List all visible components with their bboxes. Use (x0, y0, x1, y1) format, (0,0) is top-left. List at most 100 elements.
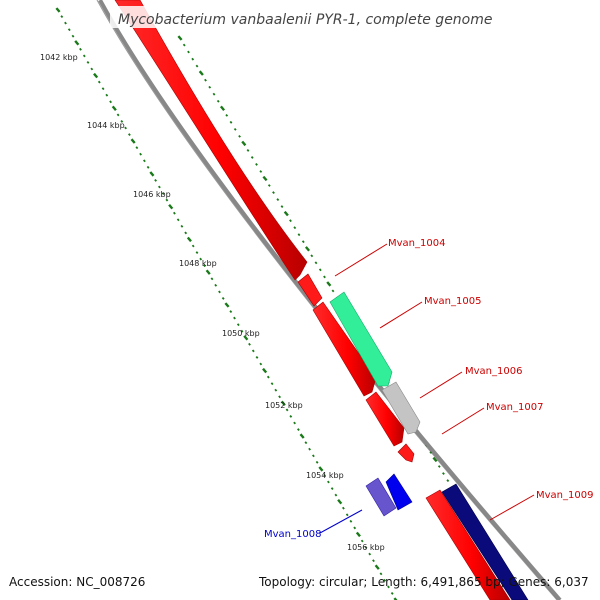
tick-mark (432, 456, 438, 463)
tick-mark (60, 15, 64, 19)
tick-mark (355, 531, 361, 538)
tick-mark (199, 257, 203, 261)
kbp-label-1044: 1044 kbp (87, 121, 125, 130)
tick-mark (255, 162, 258, 166)
gene-grey-block[interactable] (381, 381, 421, 435)
gene-green-block[interactable] (329, 291, 393, 387)
tick-mark (262, 367, 268, 374)
tick-mark (326, 281, 332, 287)
label-mvan-1006[interactable]: Mvan_1006 (465, 366, 522, 377)
tick-mark (318, 466, 324, 472)
tick-mark (280, 205, 284, 209)
tick-mark (301, 240, 305, 244)
tick-mark (368, 552, 372, 556)
tick-mark (280, 400, 286, 406)
kbp-label-1056: 1056 kbp (347, 543, 385, 552)
tick-mark (101, 87, 105, 91)
tick-mark (337, 499, 343, 505)
tick-mark (236, 323, 240, 327)
tick-mark (240, 329, 244, 333)
tick-mark (82, 54, 86, 58)
tick-mark (55, 7, 61, 13)
tick-mark (393, 597, 399, 600)
label-mvan-1008[interactable]: Mvan_1008 (264, 529, 321, 540)
tick-mark (74, 40, 80, 46)
tick-mark (204, 78, 207, 82)
tick-mark (195, 64, 199, 68)
tick-mark (221, 296, 225, 300)
tick-mark (219, 105, 226, 111)
kbp-label-1054: 1054 kbp (306, 471, 344, 480)
tick-mark (259, 362, 263, 366)
kbp-label-1052: 1052 kbp (265, 401, 303, 410)
tick-mark (342, 506, 345, 510)
tick-mark (276, 198, 280, 202)
tick-mark (168, 204, 174, 210)
tick-mark (229, 120, 233, 124)
tick-mark (266, 375, 270, 379)
tick-mark (177, 35, 183, 41)
tick-mark (180, 224, 184, 228)
tick-mark (210, 277, 214, 281)
gene-label-lines (319, 243, 535, 534)
tick-mark (130, 138, 136, 144)
kbp-label-1048: 1048 kbp (179, 259, 217, 268)
tick-mark (116, 113, 120, 117)
tick-mark (216, 99, 220, 103)
tick-mark (243, 335, 249, 341)
tick-mark (86, 60, 90, 64)
tick-mark (251, 349, 255, 353)
tick-mark (79, 47, 82, 51)
tick-mark (304, 246, 311, 252)
tick-mark (372, 559, 375, 563)
tick-mark (90, 67, 94, 71)
tick-mark (165, 198, 169, 202)
tick-mark (184, 231, 188, 235)
genome-backbone (96, 0, 562, 600)
tick-mark (241, 140, 247, 147)
tick-mark (293, 226, 297, 230)
tick-mark (310, 254, 314, 258)
title-backdrop (110, 6, 460, 28)
gene-mvan-1009[interactable] (425, 483, 529, 600)
tick-mark (161, 192, 165, 196)
tick-mark (330, 487, 334, 491)
map-title: Mycobacterium vanbaalenii PYR-1, complet… (118, 12, 493, 28)
tick-mark (442, 472, 445, 475)
tick-mark (187, 50, 190, 54)
tick-mark (149, 171, 155, 177)
gene-mvan-1004[interactable] (114, 0, 308, 281)
tick-mark (274, 388, 278, 392)
tick-mark (267, 184, 271, 187)
tick-mark (293, 421, 296, 425)
topology-label: Topology: circular; Length: 6,491,865 bp… (258, 575, 589, 589)
tick-mark (218, 290, 221, 294)
tick-mark (323, 473, 326, 477)
tick-mark (297, 428, 300, 432)
tick-mark (229, 310, 233, 314)
tick-mark (349, 519, 353, 523)
tick-mark (437, 465, 441, 468)
tick-mark (158, 185, 161, 189)
label-mvan-1004[interactable]: Mvan_1004 (388, 238, 445, 249)
label-mvan-1009[interactable]: Mvan_1009 (536, 490, 593, 501)
tick-mark (238, 134, 241, 138)
label-mvan-1007[interactable]: Mvan_1007 (486, 402, 543, 413)
tick-mark (285, 408, 289, 412)
tick-mark (111, 105, 117, 111)
tick-mark (353, 526, 357, 530)
gene-mvan-1006[interactable] (365, 391, 405, 447)
gene-mvan-1008[interactable] (365, 473, 413, 517)
label-mvan-1005[interactable]: Mvan_1005 (424, 296, 481, 307)
gene-mvan-1005[interactable] (312, 301, 377, 397)
gene-mvan-1007[interactable] (397, 443, 415, 463)
accession-label: Accession: NC_008726 (9, 575, 145, 589)
tick-mark (289, 414, 293, 418)
tick-mark (379, 572, 383, 576)
tick-mark (255, 355, 259, 359)
tick-mark (272, 191, 275, 195)
gene-small-red[interactable] (297, 273, 323, 307)
tick-mark (191, 244, 195, 248)
tick-mark (128, 133, 131, 137)
